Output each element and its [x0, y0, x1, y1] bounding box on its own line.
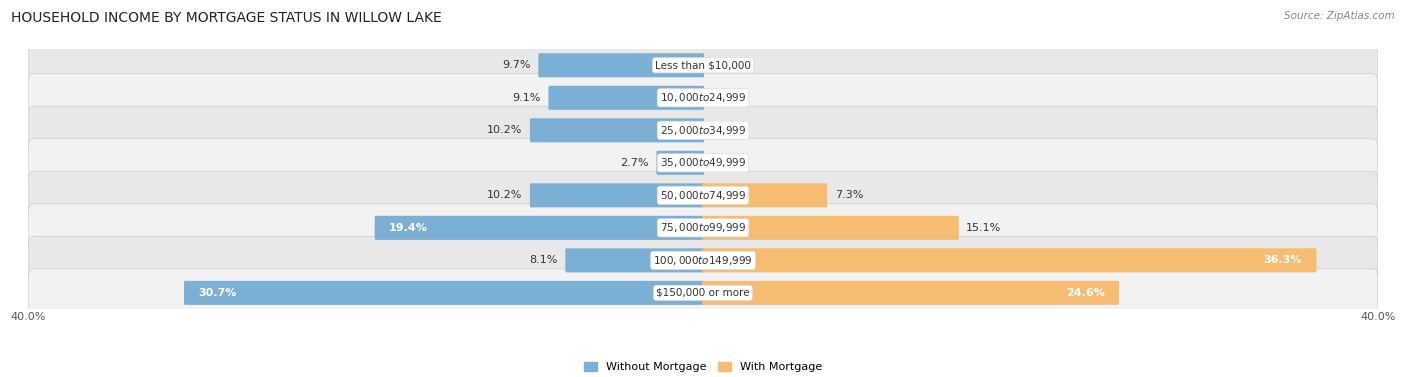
Text: 9.7%: 9.7%	[502, 60, 531, 70]
FancyBboxPatch shape	[538, 53, 704, 77]
FancyBboxPatch shape	[702, 248, 1316, 273]
FancyBboxPatch shape	[530, 183, 704, 207]
FancyBboxPatch shape	[28, 106, 1378, 154]
FancyBboxPatch shape	[530, 118, 704, 143]
Text: 9.1%: 9.1%	[513, 93, 541, 103]
FancyBboxPatch shape	[657, 151, 704, 175]
Text: 8.1%: 8.1%	[530, 255, 558, 265]
FancyBboxPatch shape	[548, 86, 704, 110]
Text: 15.1%: 15.1%	[966, 223, 1001, 233]
FancyBboxPatch shape	[702, 183, 827, 207]
Text: 19.4%: 19.4%	[389, 223, 427, 233]
Text: HOUSEHOLD INCOME BY MORTGAGE STATUS IN WILLOW LAKE: HOUSEHOLD INCOME BY MORTGAGE STATUS IN W…	[11, 11, 441, 25]
Text: Less than $10,000: Less than $10,000	[655, 60, 751, 70]
FancyBboxPatch shape	[28, 171, 1378, 219]
Text: 2.7%: 2.7%	[620, 158, 650, 168]
FancyBboxPatch shape	[702, 281, 1119, 305]
FancyBboxPatch shape	[28, 139, 1378, 187]
Text: $10,000 to $24,999: $10,000 to $24,999	[659, 91, 747, 104]
Text: 30.7%: 30.7%	[198, 288, 236, 298]
Text: 24.6%: 24.6%	[1066, 288, 1105, 298]
FancyBboxPatch shape	[374, 216, 704, 240]
Legend: Without Mortgage, With Mortgage: Without Mortgage, With Mortgage	[579, 357, 827, 376]
FancyBboxPatch shape	[702, 216, 959, 240]
Text: Source: ZipAtlas.com: Source: ZipAtlas.com	[1284, 11, 1395, 21]
FancyBboxPatch shape	[184, 281, 704, 305]
Text: 10.2%: 10.2%	[486, 125, 523, 135]
Text: $50,000 to $74,999: $50,000 to $74,999	[659, 189, 747, 202]
FancyBboxPatch shape	[28, 74, 1378, 122]
FancyBboxPatch shape	[565, 248, 704, 273]
Text: $75,000 to $99,999: $75,000 to $99,999	[659, 221, 747, 234]
FancyBboxPatch shape	[28, 204, 1378, 252]
Text: 7.3%: 7.3%	[835, 190, 863, 200]
Text: $35,000 to $49,999: $35,000 to $49,999	[659, 156, 747, 169]
Text: 36.3%: 36.3%	[1264, 255, 1302, 265]
FancyBboxPatch shape	[28, 269, 1378, 317]
Text: $150,000 or more: $150,000 or more	[657, 288, 749, 298]
Text: $100,000 to $149,999: $100,000 to $149,999	[654, 254, 752, 267]
Text: 10.2%: 10.2%	[486, 190, 523, 200]
FancyBboxPatch shape	[28, 236, 1378, 284]
FancyBboxPatch shape	[28, 41, 1378, 89]
Text: $25,000 to $34,999: $25,000 to $34,999	[659, 124, 747, 137]
